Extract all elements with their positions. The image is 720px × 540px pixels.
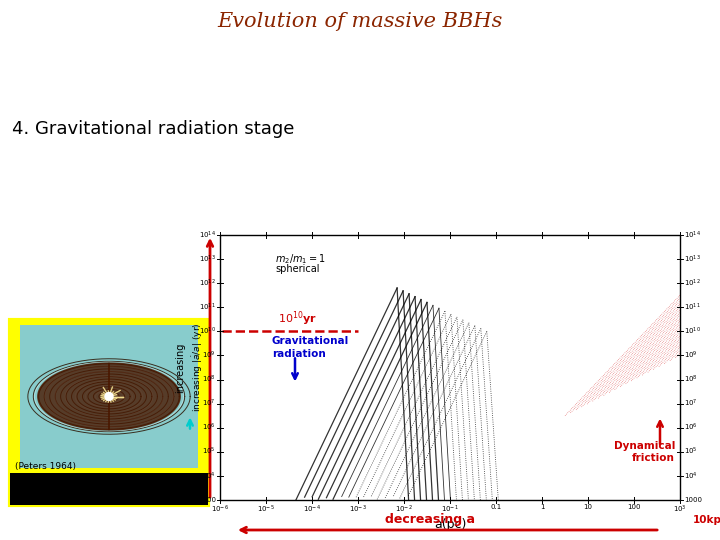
Text: $10^{12}$: $10^{12}$ xyxy=(199,278,216,289)
Text: $10^7$: $10^7$ xyxy=(202,398,216,409)
Text: $10^5$: $10^5$ xyxy=(684,446,698,457)
Text: $10^6$: $10^6$ xyxy=(202,422,216,434)
Circle shape xyxy=(105,393,113,401)
Text: $10^9$: $10^9$ xyxy=(684,350,698,361)
Text: 10: 10 xyxy=(583,504,593,510)
Text: $10^{13}$: $10^{13}$ xyxy=(684,253,701,265)
Text: (Peters 1964): (Peters 1964) xyxy=(15,462,76,471)
Text: 1000: 1000 xyxy=(198,497,216,503)
Text: Gravitational
radiation: Gravitational radiation xyxy=(272,336,349,359)
Text: $10^{10}$yr: $10^{10}$yr xyxy=(278,310,317,328)
Text: $10^8$: $10^8$ xyxy=(202,374,216,385)
Text: $10^{-5}$: $10^{-5}$ xyxy=(257,504,275,515)
Text: $10^{11}$: $10^{11}$ xyxy=(684,302,701,313)
Text: $10^4$: $10^4$ xyxy=(202,470,216,482)
Text: $10^{14}$: $10^{14}$ xyxy=(199,230,216,241)
Text: 100: 100 xyxy=(627,504,641,510)
Text: $10^{10}$: $10^{10}$ xyxy=(199,326,216,337)
Text: spherical: spherical xyxy=(275,264,320,274)
Text: $10^7$: $10^7$ xyxy=(684,398,698,409)
Text: $10^9$: $10^9$ xyxy=(202,350,216,361)
Text: $10^{12}$: $10^{12}$ xyxy=(684,278,701,289)
Bar xyxy=(10,473,208,505)
Text: 0.1: 0.1 xyxy=(490,504,502,510)
Text: $10^{-3}$: $10^{-3}$ xyxy=(349,504,367,515)
Text: $10^{-4}$: $10^{-4}$ xyxy=(303,504,321,515)
Text: 4. Gravitational radiation stage: 4. Gravitational radiation stage xyxy=(12,120,294,138)
Text: $10^{-2}$: $10^{-2}$ xyxy=(395,504,413,515)
Bar xyxy=(220,235,680,500)
Text: increasing $|\dot{a}/a|$ (yr): increasing $|\dot{a}/a|$ (yr) xyxy=(191,323,205,413)
Text: $10^{13}$: $10^{13}$ xyxy=(199,253,216,265)
Text: 10kpc: 10kpc xyxy=(693,515,720,525)
Text: $10^6$: $10^6$ xyxy=(684,422,698,434)
Text: increasing: increasing xyxy=(175,342,185,393)
Text: $10^8$: $10^8$ xyxy=(684,374,698,385)
Text: $10^{-1}$: $10^{-1}$ xyxy=(441,504,459,515)
Polygon shape xyxy=(38,363,109,430)
Text: Dynamical
friction: Dynamical friction xyxy=(613,441,675,463)
Polygon shape xyxy=(109,363,180,430)
Text: $m_2/m_1=1$: $m_2/m_1=1$ xyxy=(275,252,325,266)
Text: $10^{-6}$: $10^{-6}$ xyxy=(211,504,229,515)
Text: $10^{10}$: $10^{10}$ xyxy=(684,326,701,337)
Text: $10^{14}$: $10^{14}$ xyxy=(684,230,701,241)
Text: $10^5$: $10^5$ xyxy=(202,446,216,457)
Text: $10^3$: $10^3$ xyxy=(673,504,687,515)
Bar xyxy=(20,325,198,468)
Text: 1: 1 xyxy=(540,504,544,510)
Bar xyxy=(10,320,208,505)
Text: 1000: 1000 xyxy=(684,497,702,503)
Text: decreasing a: decreasing a xyxy=(385,513,475,526)
Text: $10^{11}$: $10^{11}$ xyxy=(199,302,216,313)
Text: a(pc): a(pc) xyxy=(434,518,466,531)
Text: $10^4$: $10^4$ xyxy=(684,470,698,482)
Text: Evolution of massive BBHs: Evolution of massive BBHs xyxy=(217,12,503,31)
